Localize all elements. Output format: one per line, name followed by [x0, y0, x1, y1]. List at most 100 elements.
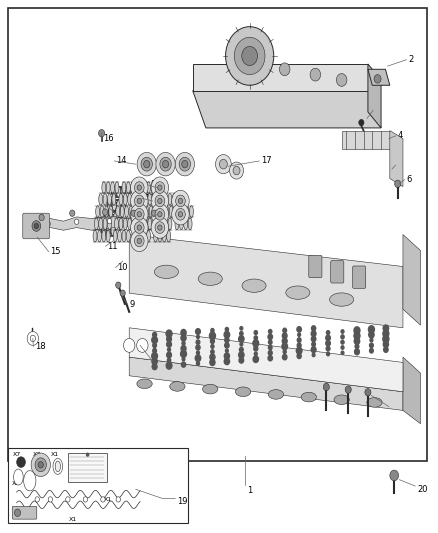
Ellipse shape — [109, 212, 113, 223]
Ellipse shape — [163, 193, 167, 205]
Circle shape — [179, 157, 191, 171]
Bar — [8, 8, 427, 461]
Ellipse shape — [198, 272, 222, 286]
Ellipse shape — [105, 212, 109, 223]
Circle shape — [383, 330, 389, 337]
Ellipse shape — [173, 193, 176, 205]
Ellipse shape — [146, 230, 151, 242]
Ellipse shape — [106, 225, 110, 236]
Text: 16: 16 — [103, 134, 113, 143]
Ellipse shape — [111, 225, 115, 236]
Ellipse shape — [112, 187, 116, 197]
Circle shape — [219, 159, 227, 169]
Ellipse shape — [117, 230, 122, 242]
Circle shape — [341, 346, 344, 349]
FancyBboxPatch shape — [331, 261, 344, 283]
Circle shape — [181, 362, 186, 367]
Circle shape — [365, 389, 371, 396]
Circle shape — [181, 335, 186, 341]
Ellipse shape — [151, 182, 155, 193]
Ellipse shape — [160, 206, 164, 217]
Circle shape — [254, 330, 258, 335]
Text: 12: 12 — [144, 194, 154, 203]
Ellipse shape — [120, 206, 124, 217]
Circle shape — [268, 340, 272, 344]
Ellipse shape — [109, 206, 113, 217]
Circle shape — [167, 358, 171, 362]
Ellipse shape — [131, 182, 135, 193]
Ellipse shape — [107, 193, 111, 205]
Ellipse shape — [109, 212, 113, 223]
Circle shape — [310, 68, 321, 81]
Ellipse shape — [168, 193, 172, 205]
Circle shape — [131, 230, 148, 252]
Ellipse shape — [109, 212, 113, 223]
Circle shape — [74, 219, 79, 224]
Circle shape — [46, 221, 50, 227]
Circle shape — [224, 353, 230, 359]
Circle shape — [211, 350, 214, 354]
Circle shape — [34, 223, 39, 229]
Ellipse shape — [105, 212, 109, 223]
Circle shape — [383, 335, 389, 343]
Circle shape — [226, 27, 274, 85]
Ellipse shape — [127, 218, 131, 230]
Circle shape — [102, 209, 108, 215]
Ellipse shape — [176, 206, 180, 217]
Circle shape — [345, 386, 351, 393]
Circle shape — [151, 177, 169, 198]
Ellipse shape — [118, 212, 122, 223]
Circle shape — [155, 182, 165, 193]
Ellipse shape — [112, 200, 116, 211]
Circle shape — [131, 177, 148, 198]
Circle shape — [181, 329, 186, 336]
Ellipse shape — [117, 200, 121, 211]
Circle shape — [178, 212, 183, 217]
Ellipse shape — [112, 200, 116, 211]
Circle shape — [298, 333, 300, 336]
Ellipse shape — [116, 225, 120, 236]
Ellipse shape — [135, 182, 139, 193]
Ellipse shape — [156, 206, 160, 217]
Circle shape — [137, 338, 148, 352]
Ellipse shape — [116, 225, 120, 236]
Circle shape — [152, 364, 157, 370]
Text: 4: 4 — [397, 132, 403, 140]
Polygon shape — [403, 235, 420, 325]
Polygon shape — [193, 91, 381, 128]
Circle shape — [254, 352, 257, 356]
Circle shape — [83, 497, 88, 502]
Ellipse shape — [118, 212, 122, 223]
Circle shape — [210, 354, 215, 360]
Ellipse shape — [94, 218, 98, 230]
Ellipse shape — [180, 206, 184, 217]
Circle shape — [17, 457, 25, 467]
Circle shape — [239, 336, 244, 342]
Circle shape — [326, 346, 330, 351]
Circle shape — [32, 221, 41, 231]
Ellipse shape — [121, 187, 125, 197]
Text: 6: 6 — [406, 175, 412, 184]
Ellipse shape — [105, 212, 109, 223]
Ellipse shape — [121, 200, 125, 211]
Text: A2: A2 — [28, 481, 37, 487]
Ellipse shape — [126, 182, 131, 193]
Circle shape — [124, 338, 135, 352]
Ellipse shape — [155, 182, 159, 193]
Circle shape — [152, 358, 157, 365]
Ellipse shape — [111, 225, 115, 236]
Ellipse shape — [139, 218, 143, 230]
Ellipse shape — [301, 392, 316, 402]
Ellipse shape — [126, 187, 130, 197]
Circle shape — [242, 46, 258, 66]
Ellipse shape — [114, 212, 118, 223]
Ellipse shape — [121, 200, 125, 211]
Ellipse shape — [117, 200, 121, 211]
Text: 2: 2 — [408, 55, 413, 64]
Circle shape — [268, 351, 272, 355]
FancyBboxPatch shape — [12, 506, 37, 519]
Ellipse shape — [126, 187, 130, 197]
Ellipse shape — [97, 230, 102, 242]
Ellipse shape — [268, 390, 284, 399]
Circle shape — [209, 332, 215, 340]
